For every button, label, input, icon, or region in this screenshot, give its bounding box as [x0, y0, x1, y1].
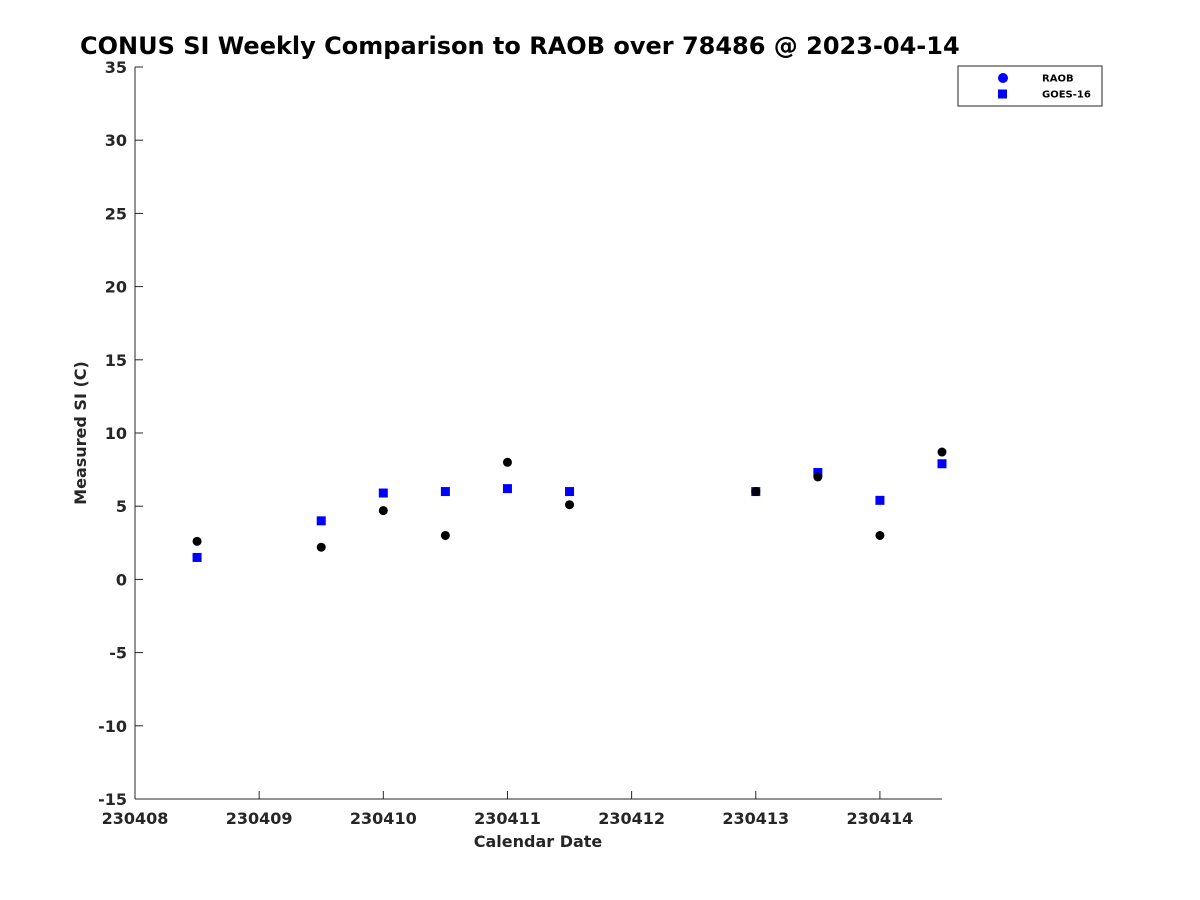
raob-point [875, 530, 885, 540]
raob-point [813, 472, 823, 482]
y-tick-label: 20 [105, 278, 127, 297]
goes16-point [440, 487, 450, 497]
x-axis-ticks: 230408 230409 230410 230411 230412 230413 2304… [102, 791, 914, 828]
legend-label: GOES-16 [1042, 90, 1091, 101]
y-axis-ticks: -15 -10 -5 0 5 10 15 20 25 30 35 [98, 58, 143, 809]
raob-point [502, 457, 512, 467]
raob-point [192, 536, 202, 546]
y-tick-label: -5 [109, 644, 127, 663]
legend-raob-marker [998, 73, 1008, 83]
goes16-point [565, 487, 575, 497]
raob-point [565, 500, 575, 510]
data-markers [192, 447, 947, 562]
y-tick-label: 25 [105, 204, 127, 223]
raob-point [440, 530, 450, 540]
y-tick-label: -15 [98, 790, 127, 809]
y-tick-label: 0 [116, 570, 127, 589]
y-tick-label: 30 [105, 131, 127, 150]
x-tick-label: 230409 [226, 809, 293, 828]
raob-point [316, 542, 326, 552]
goes16-point [316, 516, 326, 526]
chart-title: CONUS SI Weekly Comparison to RAOB over … [80, 32, 960, 60]
raob-point [937, 447, 947, 457]
legend-label: RAOB [1042, 74, 1074, 85]
y-tick-label: 5 [116, 497, 127, 516]
goes16-point [875, 495, 885, 505]
x-tick-label: 230413 [722, 809, 789, 828]
goes16-point [192, 552, 202, 562]
y-tick-label: 35 [105, 58, 127, 77]
legend: RAOB GOES-16 [957, 65, 1103, 107]
y-axis-label: Measured SI (C) [71, 361, 90, 505]
raob-point [378, 506, 388, 516]
goes16-point [937, 459, 947, 469]
y-tick-label: -10 [98, 717, 127, 736]
y-tick-label: 15 [105, 351, 127, 370]
raob-point [751, 487, 761, 497]
x-tick-label: 230411 [474, 809, 541, 828]
plot-area: -15 -10 -5 0 5 10 15 20 25 30 35 230408 230409 23041… [98, 58, 947, 828]
legend-goes16-marker [998, 89, 1007, 99]
legend-box [957, 65, 1103, 107]
x-axis-label: Calendar Date [474, 832, 603, 851]
goes16-point [378, 488, 388, 498]
y-tick-label: 10 [105, 424, 127, 443]
x-tick-label: 230410 [350, 809, 417, 828]
x-tick-label: 230414 [847, 809, 914, 828]
goes16-point [502, 484, 512, 494]
x-tick-label: 230412 [598, 809, 665, 828]
x-tick-label: 230408 [102, 809, 169, 828]
